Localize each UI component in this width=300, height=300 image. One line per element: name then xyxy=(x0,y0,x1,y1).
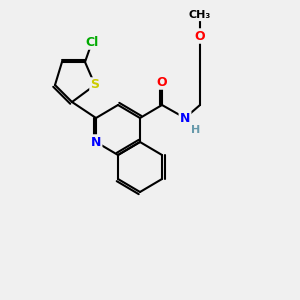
Text: H: H xyxy=(191,125,201,135)
Text: O: O xyxy=(157,76,167,88)
Text: Cl: Cl xyxy=(85,35,99,49)
Text: N: N xyxy=(91,136,101,148)
Text: O: O xyxy=(195,29,205,43)
Text: N: N xyxy=(180,112,190,124)
Text: S: S xyxy=(91,79,100,92)
Text: CH₃: CH₃ xyxy=(189,10,211,20)
